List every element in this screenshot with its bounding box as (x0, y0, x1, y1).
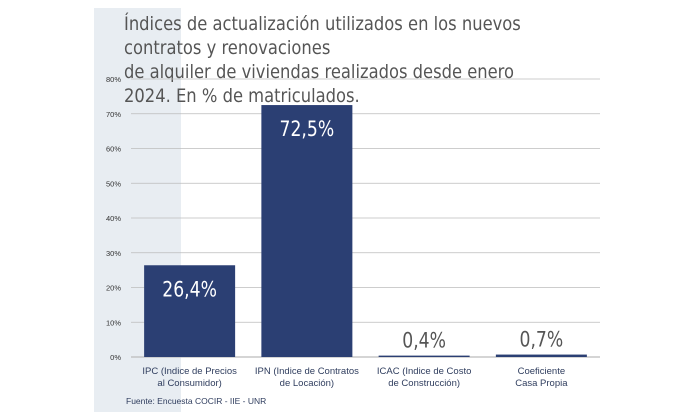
data-label: 26,4% (162, 277, 217, 302)
y-tick-label: 60% (106, 145, 121, 154)
bar (495, 354, 587, 357)
data-label: 72,5% (280, 116, 335, 141)
x-tick-label: Coeficiente Casa Propia (515, 366, 568, 389)
y-tick-label: 80% (106, 75, 121, 84)
chart-title: Índices de actualización utilizados en l… (124, 13, 521, 107)
y-tick-label: 40% (106, 214, 121, 223)
bar (378, 355, 470, 357)
y-tick-label: 30% (106, 249, 121, 258)
y-tick-label: 50% (106, 179, 121, 188)
source-note: Fuente: Encuesta COCIR - IIE - UNR (126, 396, 267, 406)
data-label: 0,7% (520, 327, 564, 352)
data-label: 0,4% (402, 328, 446, 353)
bar (144, 265, 236, 357)
bar (261, 105, 353, 357)
x-tick-label: ICAC (Indice de Costo de Construcción) (377, 366, 472, 389)
y-tick-label: 10% (106, 318, 121, 327)
y-tick-label: 70% (106, 110, 121, 119)
x-tick-label: IPN (Indice de Contratos de Locación) (255, 366, 359, 389)
y-tick-label: 0% (110, 353, 121, 362)
y-tick-label: 20% (106, 284, 121, 293)
x-tick-label: IPC (Indice de Precios al Consumidor) (142, 366, 237, 389)
